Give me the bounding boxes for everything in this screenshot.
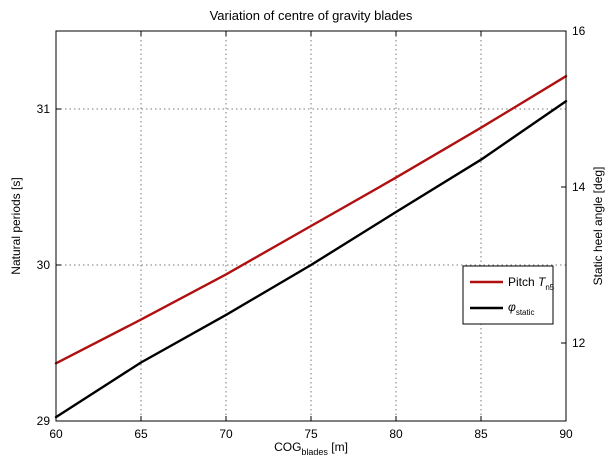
tick-layer: 60 65 70 75 80 85 90 29 30 31 12 14 16 xyxy=(37,24,586,441)
y-left-tick-label: 31 xyxy=(37,102,51,116)
x-tick-label: 90 xyxy=(559,427,573,441)
y-left-tick-label: 30 xyxy=(37,258,51,272)
x-tick-label: 60 xyxy=(49,427,63,441)
x-tick-label: 85 xyxy=(474,427,488,441)
legend-box xyxy=(462,265,554,325)
y-axis-right-label: Static heel angle [deg] xyxy=(591,167,605,286)
y-left-tick-label: 29 xyxy=(37,414,51,428)
x-axis-label-sub: blades xyxy=(301,447,328,457)
legend-label-pitch: Pitch Tn5 xyxy=(508,275,555,292)
x-tick-label: 80 xyxy=(389,427,403,441)
legend-pitch-italic: T xyxy=(538,275,547,289)
legend-label-static: φstatic xyxy=(508,300,535,317)
y-right-tick-label: 12 xyxy=(572,336,586,350)
y-axis-left-label: Natural periods [s] xyxy=(9,177,23,274)
legend-pitch-sub: n5 xyxy=(545,283,554,292)
x-axis-label-main: COG xyxy=(274,440,301,454)
chart-title: Variation of centre of gravity blades xyxy=(210,8,413,23)
legend-static-sub: static xyxy=(516,308,535,317)
y-right-tick-label: 14 xyxy=(572,180,586,194)
x-axis-label: COGblades [m] xyxy=(274,440,348,457)
series-layer xyxy=(54,74,568,419)
series-static-heel-line xyxy=(54,99,568,419)
x-axis-label-unit: [m] xyxy=(328,440,348,454)
y-right-tick-label: 16 xyxy=(572,24,586,38)
series-pitch-line xyxy=(54,74,568,365)
x-tick-label: 70 xyxy=(219,427,233,441)
legend-pitch-main: Pitch xyxy=(508,275,538,289)
legend-static-italic: φ xyxy=(508,300,516,314)
legend: Pitch Tn5 φstatic xyxy=(462,265,555,325)
x-tick-label: 75 xyxy=(304,427,318,441)
x-tick-label: 65 xyxy=(134,427,148,441)
